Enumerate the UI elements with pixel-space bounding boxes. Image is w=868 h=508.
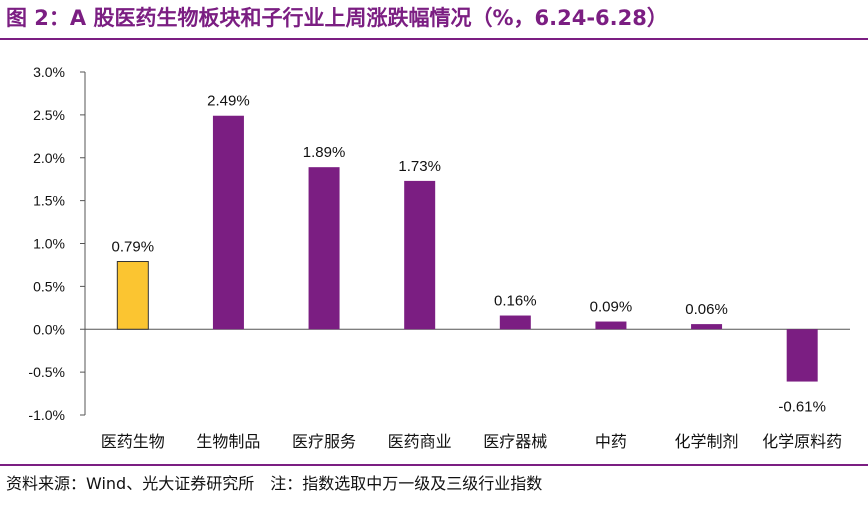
y-tick-label: 0.0% (33, 321, 65, 337)
bar-0 (116, 261, 149, 330)
bar-2 (308, 167, 340, 330)
bar-7 (786, 329, 818, 382)
y-tick-label: 1.0% (33, 236, 65, 252)
chart-title: 图 2：A 股医药生物板块和子行业上周涨跌幅情况（%，6.24-6.28） (6, 6, 668, 30)
data-label-1: 2.49% (207, 93, 250, 110)
category-label-0: 医药生物 (101, 432, 165, 451)
y-axis: 3.0% 2.5% 2.0% 1.5% 1.0% 0.5% 0.0% -0.5% -1.0% (28, 64, 850, 423)
bars (116, 115, 818, 382)
category-label-5: 中药 (595, 432, 627, 451)
bar-3 (404, 180, 436, 330)
bar-1 (212, 115, 244, 330)
y-tick-label: 3.0% (33, 64, 65, 80)
data-labels: 0.79% 2.49% 1.89% 1.73% 0.16% 0.09% 0.06% -0.61… (112, 93, 826, 416)
category-label-2: 医疗服务 (292, 432, 356, 451)
category-label-6: 化学制剂 (675, 432, 739, 451)
data-label-2: 1.89% (303, 144, 346, 161)
bar-6 (691, 324, 723, 330)
category-label-3: 医药商业 (388, 432, 452, 451)
data-label-4: 0.16% (494, 293, 537, 310)
bar-5 (595, 321, 627, 330)
category-labels: 医药生物 生物制品 医疗服务 医药商业 医疗器械 中药 化学制剂 化学原料药 (101, 432, 842, 451)
category-label-1: 生物制品 (196, 432, 260, 451)
title-divider (0, 38, 868, 40)
y-tick-label: 0.5% (33, 278, 65, 294)
footer-divider (0, 464, 868, 466)
category-label-4: 医疗器械 (483, 432, 547, 451)
y-tick-label: 2.0% (33, 150, 65, 166)
data-label-3: 1.73% (398, 158, 441, 175)
data-label-5: 0.09% (590, 299, 633, 316)
y-tick-label: -0.5% (28, 364, 65, 380)
y-tick-label: 2.5% (33, 107, 65, 123)
category-label-7: 化学原料药 (762, 432, 842, 451)
data-label-0: 0.79% (112, 239, 155, 256)
source-note: 资料来源：Wind、光大证券研究所 注：指数选取中万一级及三级行业指数 (6, 474, 543, 493)
bar-chart: 3.0% 2.5% 2.0% 1.5% 1.0% 0.5% 0.0% -0.5% -1.0% 0… (28, 64, 850, 451)
data-label-6: 0.06% (685, 301, 728, 318)
y-tick-label: 1.5% (33, 193, 65, 209)
y-tick-label: -1.0% (28, 407, 65, 423)
data-label-7: -0.61% (778, 399, 826, 416)
bar-4 (499, 315, 531, 330)
